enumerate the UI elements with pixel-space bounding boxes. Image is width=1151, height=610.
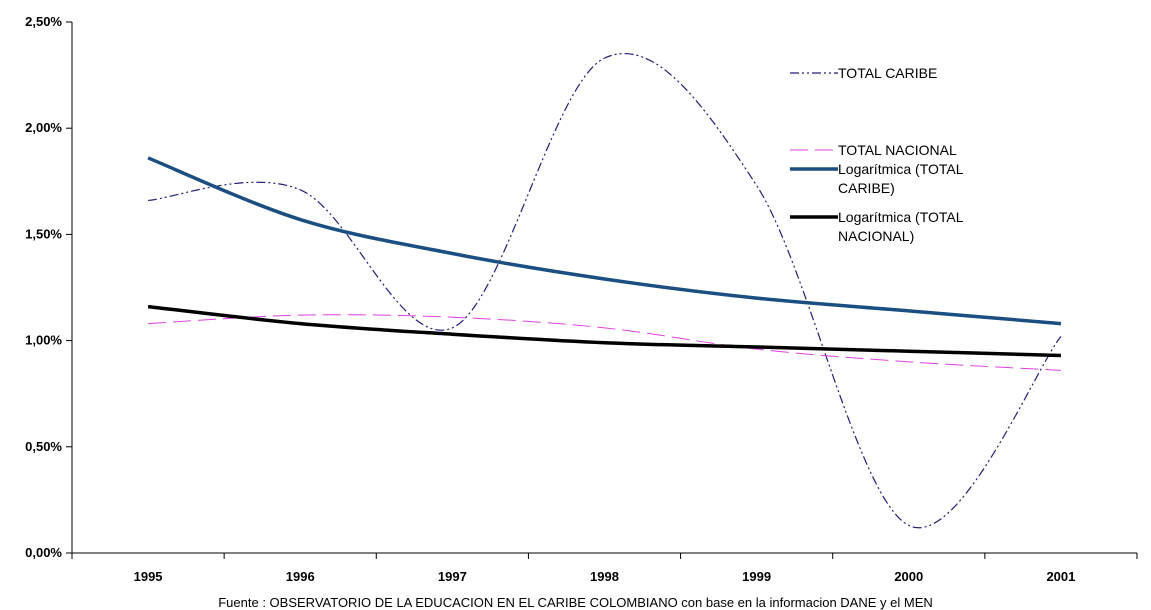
series-line-2 [148,314,1061,371]
legend-label: TOTAL CARIBE [838,65,937,81]
y-tick-label: 0,00% [25,545,62,560]
y-tick-label: 1,00% [25,333,62,348]
y-tick-label: 1,50% [25,226,62,241]
legend-label: CARIBE) [838,180,895,196]
x-tick-label: 2000 [894,569,923,584]
legend-label: TOTAL NACIONAL [838,142,957,158]
x-tick-label: 1997 [438,569,467,584]
legend-label: NACIONAL) [838,228,914,244]
x-tick-label: 1998 [590,569,619,584]
x-tick-label: 1996 [286,569,315,584]
x-tick-label: 2001 [1046,569,1075,584]
series-line-1 [148,52,1062,529]
y-tick-label: 2,00% [25,120,62,135]
legend: TOTAL CARIBE TOTAL NACIONAL Logarítmica (T… [790,65,964,244]
y-tick-label: 2,50% [25,14,62,29]
y-tick-label: 0,50% [25,439,62,454]
axes: 0,00% 0,50% 1,00% 1,50% 2,00% 2,50% 1995 1996 19… [25,14,1138,584]
series-line-3 [147,156,1062,326]
series-layer [147,52,1062,529]
legend-label: Logarítmica (TOTAL [838,209,964,225]
x-tick-label: 1995 [134,569,163,584]
source-note: Fuente : OBSERVATORIO DE LA EDUCACION EN… [218,595,933,610]
x-tick-label: 1999 [742,569,771,584]
series-line-4 [147,304,1061,358]
legend-label: Logarítmica (TOTAL [838,161,964,177]
